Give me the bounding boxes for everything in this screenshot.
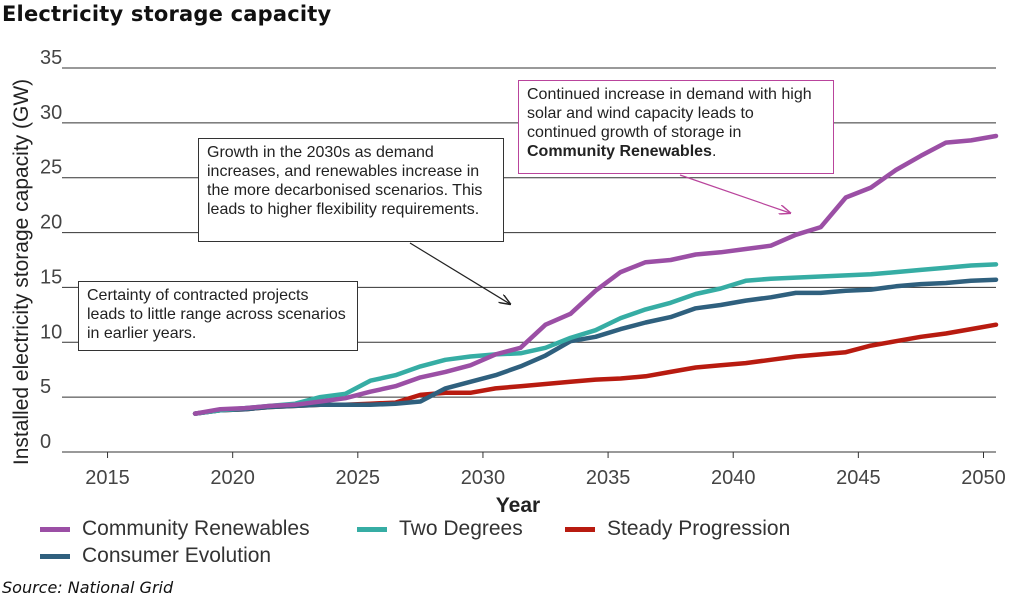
annotation-text: Continued increase in demand with high s… [527,86,812,141]
y-tick-label: 15 [40,266,62,288]
annotation-contracted-projects: Certainty of contracted projects leads t… [78,281,358,351]
legend-swatch [40,553,70,559]
annotation-arrow [409,242,510,304]
legend-swatch [40,526,70,532]
annotation-text-end: . [711,143,717,160]
series-line-consumer-evolution [192,277,999,416]
x-tick-label: 2030 [461,467,506,489]
y-tick-label: 5 [40,376,51,398]
annotation-community-renewables: Continued increase in demand with high s… [518,80,834,174]
x-tick-label: 2045 [836,467,881,489]
x-tick-label: 2040 [711,467,756,489]
legend-label: Community Renewables [82,517,310,540]
chart-title: Electricity storage capacity [2,2,332,26]
series-line-two-degrees [192,262,999,416]
x-tick-label: 2015 [85,467,130,489]
x-tick-label: 2020 [210,467,255,489]
legend-label: Steady Progression [607,517,791,540]
x-tick-label: 2025 [336,467,381,489]
x-axis-label: Year [496,494,540,517]
annotation-bold-text: Community Renewables [527,143,712,160]
series-line-community-renewables [192,133,999,416]
y-axis-label: Installed electricity storage capacity (… [10,79,33,465]
legend-swatch [357,526,387,532]
y-tick-label: 30 [40,102,62,124]
legend-item: Community Renewables [40,517,310,541]
y-tick-label: 0 [40,431,51,453]
source-note: Source: National Grid [2,578,174,597]
x-tick-label: 2050 [961,467,1006,489]
legend-item: Two Degrees [357,517,523,541]
y-tick-label: 35 [40,47,62,69]
y-tick-label: 20 [40,212,62,234]
y-tick-label: 25 [40,157,62,179]
legend-label: Two Degrees [399,517,523,540]
y-tick-label: 10 [40,321,62,343]
annotation-arrow-pink [679,174,790,213]
legend-item: Consumer Evolution [40,544,271,568]
legend-label: Consumer Evolution [82,544,272,567]
legend-item: Steady Progression [565,517,790,541]
legend-swatch [565,526,595,532]
annotation-2030s-growth: Growth in the 2030s as demand increases,… [198,138,504,242]
x-tick-label: 2035 [586,467,631,489]
